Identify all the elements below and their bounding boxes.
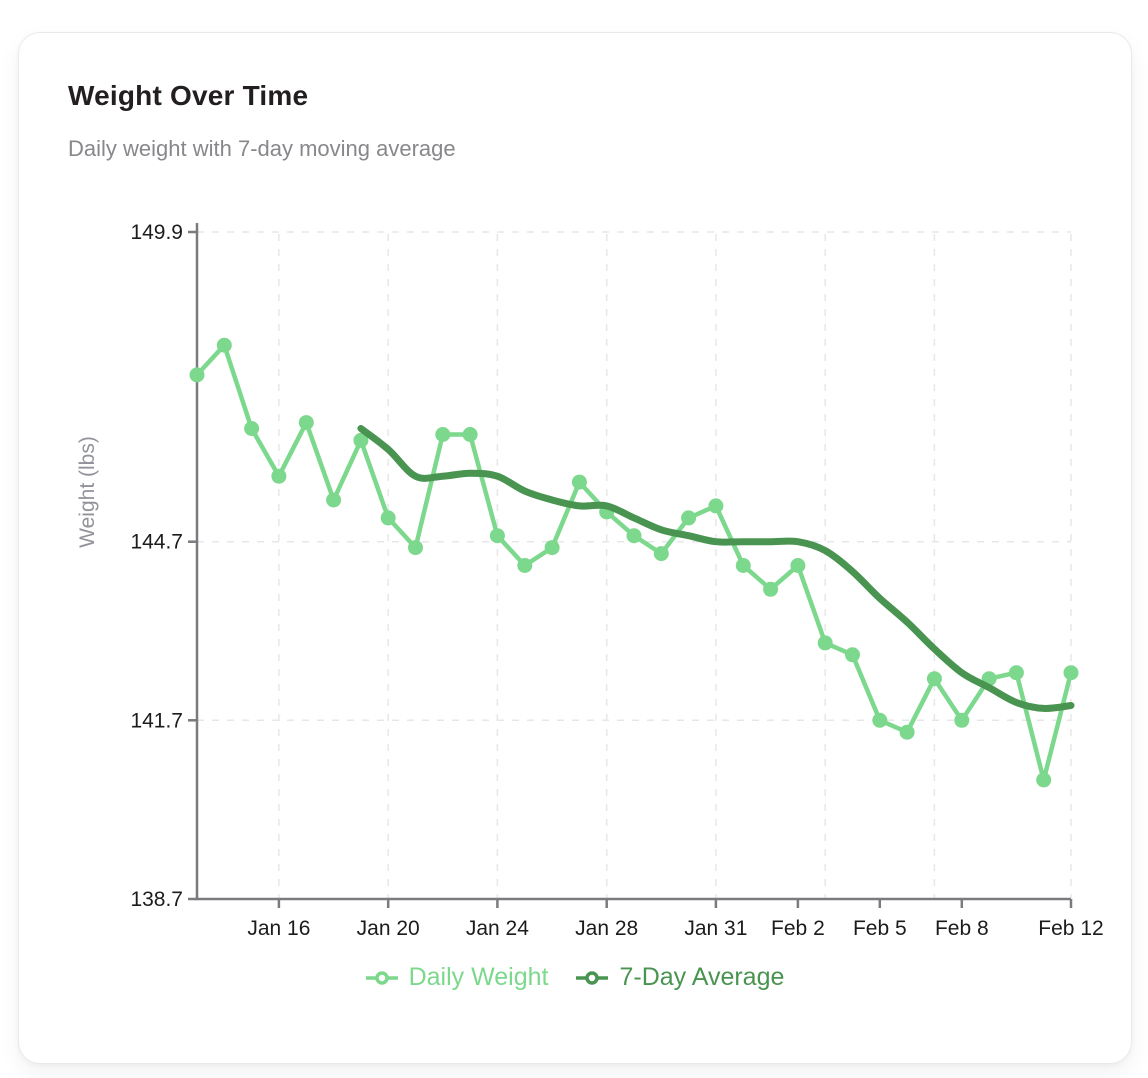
daily-weight-point[interactable] (216, 337, 232, 353)
daily-weight-point[interactable] (1063, 665, 1079, 681)
y-tick-label: 141.7 (130, 709, 183, 732)
daily-weight-point[interactable] (1008, 665, 1024, 681)
daily-weight-point[interactable] (571, 474, 587, 490)
daily-weight-point[interactable] (353, 432, 369, 448)
daily-weight-point[interactable] (326, 492, 342, 508)
daily-weight-point[interactable] (681, 510, 697, 526)
y-axis-title: Weight (lbs) (76, 436, 99, 548)
moving-average-line (357, 425, 1075, 712)
x-tick-label: Jan 31 (684, 917, 747, 940)
daily-weight-point[interactable] (653, 546, 669, 562)
daily-weight-point[interactable] (435, 427, 451, 442)
daily-weight-point[interactable] (626, 528, 642, 544)
daily-weight-line (194, 342, 1074, 783)
daily-weight-point[interactable] (271, 468, 287, 484)
x-tick-label: Jan 16 (247, 917, 310, 940)
x-tick-label: Feb 8 (935, 917, 989, 940)
daily-weight-point[interactable] (408, 540, 423, 556)
daily-weight-point[interactable] (845, 647, 860, 663)
weight-chart-card (18, 32, 1132, 1064)
x-tick-label: Jan 20 (357, 917, 420, 940)
x-tick-label: Feb 5 (853, 917, 907, 940)
daily-weight-point[interactable] (189, 367, 205, 383)
daily-weight-point[interactable] (489, 528, 505, 544)
daily-weight-point[interactable] (1036, 772, 1052, 788)
daily-weight-point[interactable] (380, 510, 396, 526)
daily-weight-point[interactable] (926, 671, 942, 687)
axis-line (195, 223, 1071, 901)
legend-item-7-day-average[interactable]: 7-Day Average (574, 963, 784, 992)
7-day-average-legend-marker-icon (576, 970, 609, 985)
daily-weight-point[interactable] (763, 581, 779, 597)
y-tick-label: 149.9 (130, 221, 183, 244)
daily-weight-point[interactable] (899, 724, 915, 740)
daily-weight-point[interactable] (298, 415, 314, 431)
daily-weight-point[interactable] (462, 427, 478, 442)
x-tick-label: Feb 2 (771, 917, 825, 940)
y-tick-label: 138.7 (130, 888, 183, 911)
daily-weight-point[interactable] (708, 498, 724, 514)
legend-label-daily-weight: Daily Weight (408, 963, 549, 991)
x-tick-label: Jan 28 (575, 917, 638, 940)
daily-weight-point[interactable] (790, 558, 806, 573)
daily-weight-legend-marker-icon (365, 970, 398, 985)
daily-weight-point[interactable] (817, 635, 833, 651)
x-tick-label: Feb 12 (1038, 917, 1103, 940)
daily-weight-point[interactable] (544, 540, 560, 556)
chart-title: Weight Over Time (68, 80, 309, 111)
chart-legend: Daily Weight 7-Day Average (0, 963, 1148, 992)
daily-weight-point[interactable] (735, 558, 751, 573)
daily-weight-point[interactable] (872, 712, 888, 728)
x-tick-label: Jan 24 (466, 917, 529, 940)
legend-item-daily-weight[interactable]: Daily Weight (364, 963, 549, 992)
y-tick-label: 144.7 (130, 531, 183, 554)
chart-subtitle: Daily weight with 7-day moving average (68, 136, 456, 161)
daily-weight-point[interactable] (244, 421, 260, 436)
daily-weight-point[interactable] (517, 558, 533, 573)
legend-label-7-day-average: 7-Day Average (619, 963, 785, 991)
daily-weight-point[interactable] (954, 712, 970, 728)
